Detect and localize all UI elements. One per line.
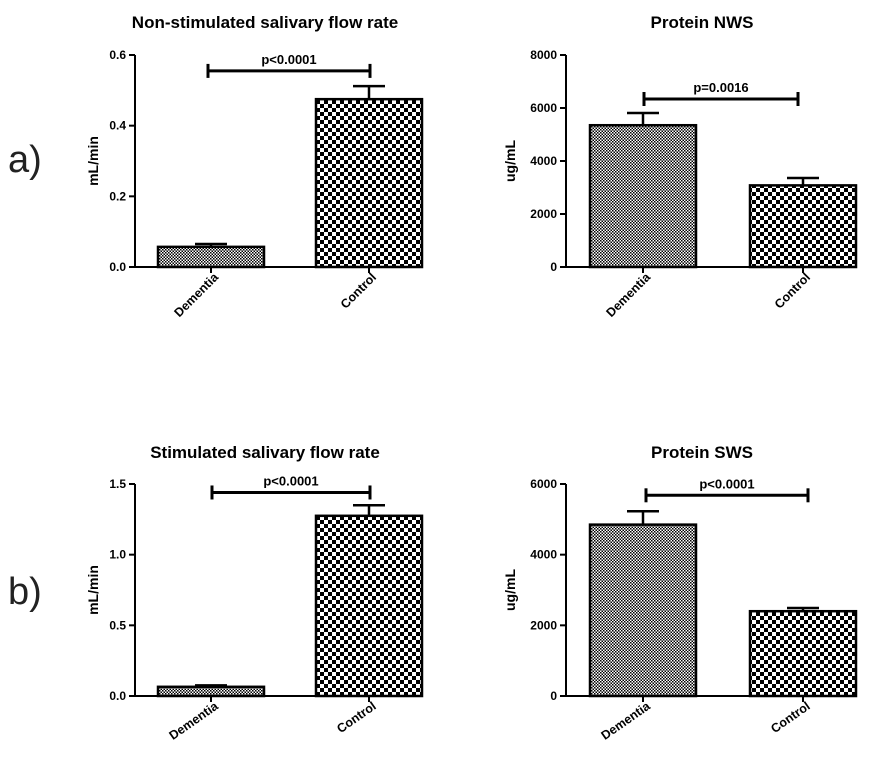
y-tick-label: 2000 [530,618,557,632]
bar-control [748,609,858,698]
y-tick-label: 1.5 [109,477,126,491]
chart-non-stimulated-flow-rate: Non-stimulated salivary flow rate mL/min 0… [85,13,424,320]
category-label-control: Control [334,699,378,736]
y-tick-label: 4000 [530,154,557,168]
significance-label: p<0.0001 [263,473,318,488]
chart-title: Stimulated salivary flow rate [150,443,380,462]
significance-label: p<0.0001 [261,52,316,67]
y-axis-title: mL/min [85,136,101,186]
category-label-control: Control [772,270,813,311]
y-tick-label: 0.5 [109,618,126,632]
panel-label-a: a) [8,139,42,181]
category-label-dementia: Dementia [603,269,653,319]
bar-control [748,184,858,269]
chart-protein-sws: Protein SWS ug/mL 0 2000 4000 6000 Dementia Con… [502,443,858,743]
y-tick-label: 0 [550,260,557,274]
bar-dementia [588,523,698,698]
category-label-control: Control [338,270,379,311]
y-axis-title: ug/mL [502,569,518,611]
bar-dementia [156,685,266,698]
chart-stimulated-flow-rate: Stimulated salivary flow rate mL/min 0.0 0.… [85,443,424,743]
y-tick-label: 0.0 [109,689,126,703]
chart-title: Non-stimulated salivary flow rate [132,13,398,32]
y-axis-title: ug/mL [502,140,518,182]
y-tick-label: 6000 [530,101,557,115]
y-tick-label: 8000 [530,48,557,62]
y-tick-label: 1.0 [109,548,126,562]
chart-protein-nws: Protein NWS ug/mL 0 2000 4000 6000 8000 Dementi… [502,13,858,320]
y-axis-title: mL/min [85,565,101,615]
chart-title: Protein NWS [651,13,754,32]
category-label-dementia: Dementia [171,269,221,319]
y-tick-label: 6000 [530,477,557,491]
category-label-dementia: Dementia [167,698,222,742]
bar-control [314,514,424,698]
bar-dementia [156,245,266,269]
y-tick-label: 0.2 [109,189,126,203]
y-tick-label: 0.4 [109,119,126,133]
panel-label-b: b) [8,571,42,613]
y-tick-label: 4000 [530,548,557,562]
category-label-control: Control [768,699,812,736]
category-label-dementia: Dementia [599,698,654,742]
y-tick-label: 0.0 [109,260,126,274]
y-tick-label: 0.6 [109,48,126,62]
significance-label: p=0.0016 [693,80,748,95]
significance-label: p<0.0001 [699,476,754,491]
bar-dementia [588,123,698,269]
bar-control [314,97,424,269]
y-tick-label: 0 [550,689,557,703]
y-tick-label: 2000 [530,207,557,221]
chart-title: Protein SWS [651,443,753,462]
